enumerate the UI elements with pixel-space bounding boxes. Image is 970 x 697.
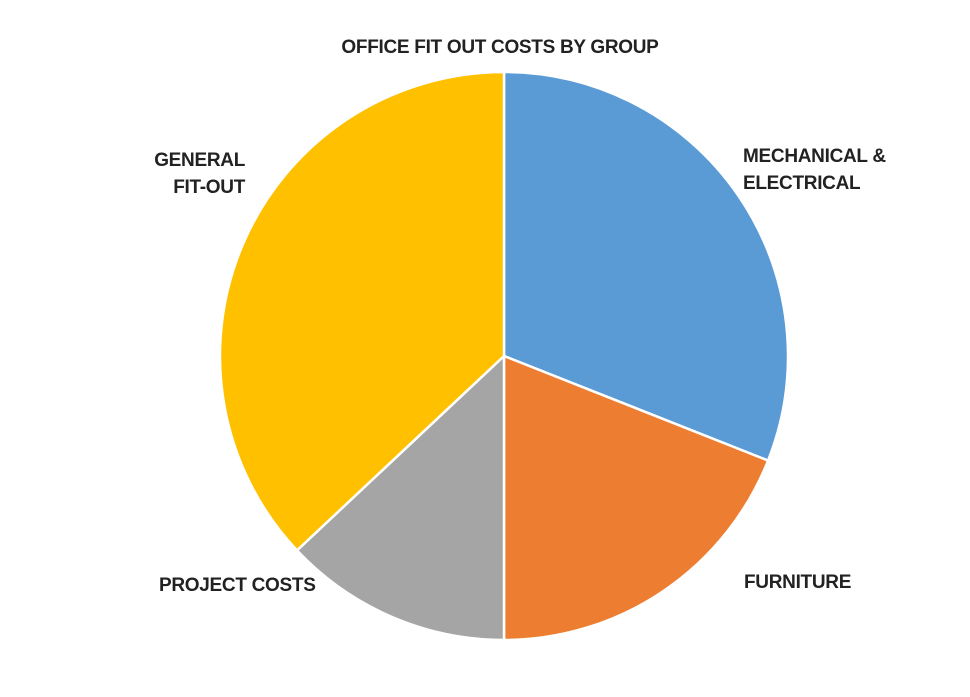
slice-label: PROJECT COSTS xyxy=(159,575,316,596)
pie-slice xyxy=(295,353,506,642)
pie-slice xyxy=(218,70,506,553)
pie-slice xyxy=(502,70,790,463)
slice-label: GENERAL FIT-OUT xyxy=(154,150,245,198)
chart-title: OFFICE FIT OUT COSTS BY GROUP xyxy=(341,37,659,58)
pie-slice xyxy=(502,354,770,642)
slice-label: MECHANICAL & ELECTRICAL xyxy=(743,146,886,194)
slice-label: FURNITURE xyxy=(744,572,852,593)
